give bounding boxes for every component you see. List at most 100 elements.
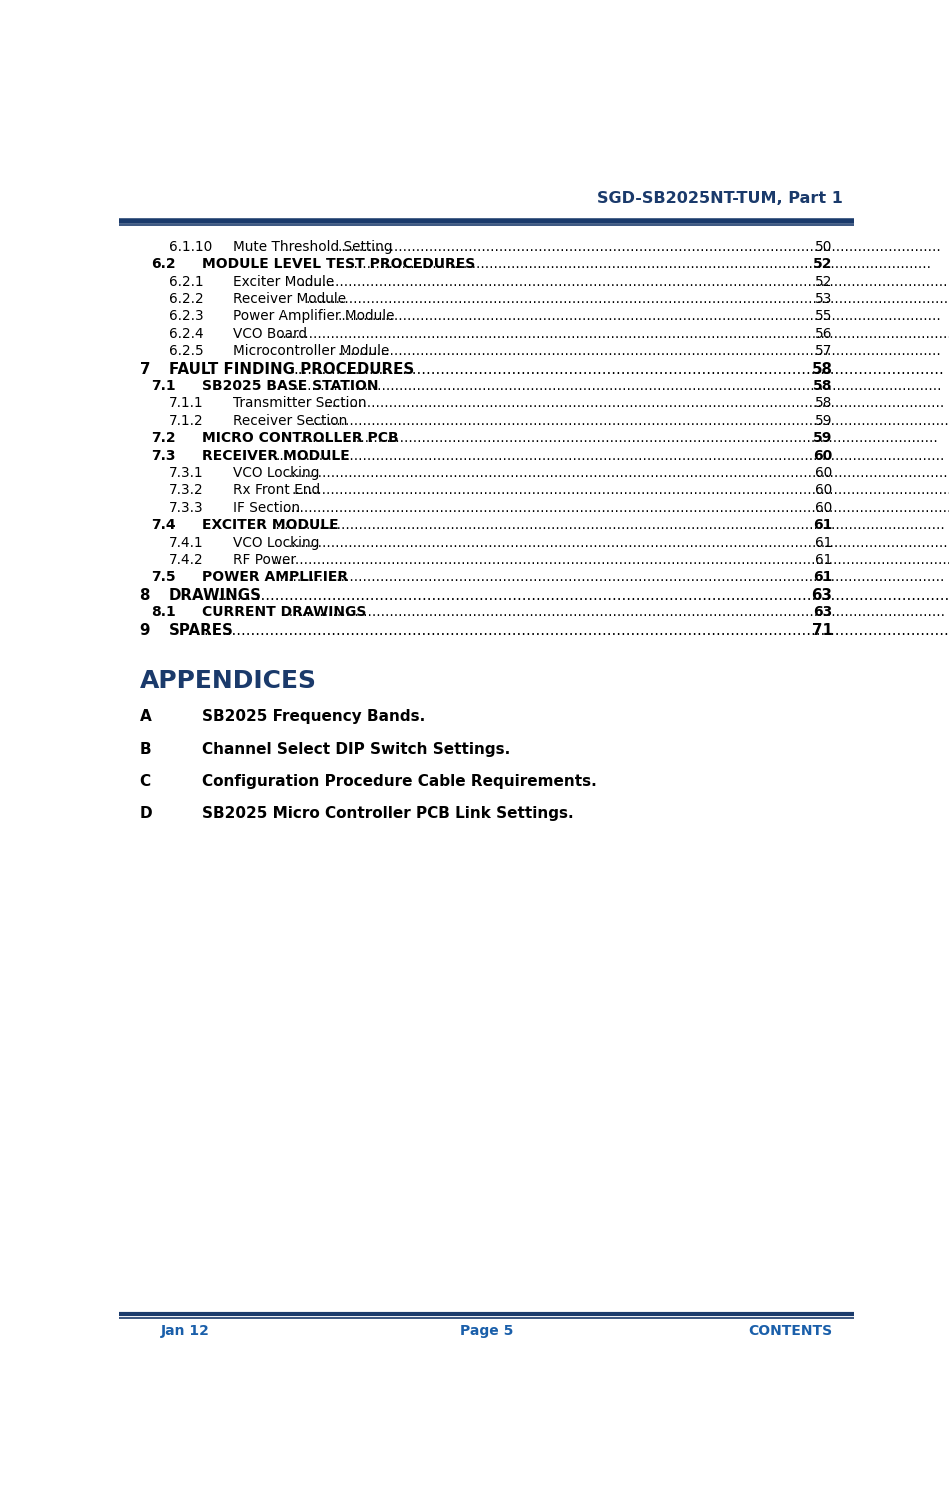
Text: Transmitter Section: Transmitter Section	[233, 396, 367, 411]
Text: ................................................................................: ........................................…	[299, 431, 938, 446]
Text: A: A	[140, 709, 151, 724]
Text: ................................................................................: ........................................…	[306, 292, 949, 307]
Text: 7.4.1: 7.4.1	[169, 536, 204, 550]
Text: 58: 58	[813, 379, 832, 393]
Text: 50: 50	[815, 240, 832, 254]
Text: ................................................................................: ........................................…	[276, 449, 945, 462]
Text: B: B	[140, 742, 151, 757]
Text: SPARES: SPARES	[169, 623, 233, 638]
Text: 61: 61	[813, 518, 832, 532]
Text: ................................................................................: ........................................…	[338, 240, 941, 254]
Text: Power Amplifier Module: Power Amplifier Module	[233, 310, 395, 323]
Text: CONTENTS: CONTENTS	[748, 1324, 832, 1337]
Text: 60: 60	[813, 449, 832, 462]
Text: ................................................................................: ........................................…	[281, 606, 945, 620]
Text: 56: 56	[815, 326, 832, 341]
Text: ................................................................................: ........................................…	[293, 361, 944, 376]
Text: 7.1: 7.1	[151, 379, 176, 393]
Text: 58: 58	[811, 361, 832, 376]
Text: 7.4.2: 7.4.2	[169, 553, 204, 567]
Text: 9: 9	[140, 623, 150, 638]
Text: Channel Select DIP Switch Settings.: Channel Select DIP Switch Settings.	[202, 742, 511, 757]
Text: CURRENT DRAWINGS: CURRENT DRAWINGS	[202, 606, 366, 620]
Text: 63: 63	[811, 588, 832, 603]
Text: ................................................................................: ........................................…	[294, 379, 942, 393]
Text: 6.2.3: 6.2.3	[169, 310, 204, 323]
Text: 55: 55	[815, 310, 832, 323]
Text: ................................................................................: ........................................…	[273, 553, 949, 567]
Text: 71: 71	[811, 623, 832, 638]
Text: 61: 61	[815, 553, 832, 567]
Text: SGD-SB2025NT-TUM, Part 1: SGD-SB2025NT-TUM, Part 1	[597, 190, 843, 205]
Text: MICRO CONTROLLER PCB: MICRO CONTROLLER PCB	[202, 431, 399, 446]
Text: C: C	[140, 774, 151, 789]
Text: ................................................................................: ........................................…	[310, 414, 949, 428]
Text: 60: 60	[815, 484, 832, 497]
Text: ................................................................................: ........................................…	[338, 345, 941, 358]
Text: 6.2.2: 6.2.2	[169, 292, 204, 307]
Text: 52: 52	[813, 257, 832, 272]
Text: DRAWINGS: DRAWINGS	[169, 588, 262, 603]
Text: Configuration Procedure Cable Requirements.: Configuration Procedure Cable Requiremen…	[202, 774, 597, 789]
Text: SB2025 Micro Controller PCB Link Settings.: SB2025 Micro Controller PCB Link Setting…	[202, 807, 574, 822]
Text: ................................................................................: ........................................…	[203, 623, 949, 638]
Text: 7.3: 7.3	[151, 449, 176, 462]
Text: RECEIVER MODULE: RECEIVER MODULE	[202, 449, 350, 462]
Text: 8: 8	[140, 588, 150, 603]
Text: RF Power: RF Power	[233, 553, 296, 567]
Text: ................................................................................: ........................................…	[276, 571, 945, 585]
Text: 7.5: 7.5	[151, 571, 176, 585]
Text: 59: 59	[815, 414, 832, 428]
Text: 7.3.2: 7.3.2	[169, 484, 204, 497]
Text: 58: 58	[815, 396, 832, 411]
Text: 6.2: 6.2	[151, 257, 176, 272]
Text: Rx Front End: Rx Front End	[233, 484, 321, 497]
Text: 52: 52	[815, 275, 832, 289]
Text: 6.2.5: 6.2.5	[169, 345, 204, 358]
Text: 7.4: 7.4	[151, 518, 176, 532]
Text: SB2025 BASE STATION: SB2025 BASE STATION	[202, 379, 379, 393]
Text: 60: 60	[815, 500, 832, 515]
Text: VCO Locking: VCO Locking	[233, 536, 320, 550]
Text: ................................................................................: ........................................…	[288, 465, 949, 480]
Text: Mute Threshold Setting: Mute Threshold Setting	[233, 240, 393, 254]
Text: D: D	[140, 807, 152, 822]
Text: 7: 7	[140, 361, 150, 376]
Text: 63: 63	[813, 606, 832, 620]
Text: ................................................................................: ........................................…	[271, 518, 945, 532]
Text: 60: 60	[815, 465, 832, 480]
Text: ................................................................................: ........................................…	[283, 500, 949, 515]
Text: Microcontroller Module: Microcontroller Module	[233, 345, 390, 358]
Text: VCO Locking: VCO Locking	[233, 465, 320, 480]
Text: VCO Board: VCO Board	[233, 326, 307, 341]
Text: SB2025 Frequency Bands.: SB2025 Frequency Bands.	[202, 709, 425, 724]
Text: 61: 61	[815, 536, 832, 550]
Text: 7.1.2: 7.1.2	[169, 414, 204, 428]
Text: 53: 53	[815, 292, 832, 307]
Text: ................................................................................: ........................................…	[278, 326, 949, 341]
Text: 6.2.4: 6.2.4	[169, 326, 204, 341]
Text: FAULT FINDING PROCEDURES: FAULT FINDING PROCEDURES	[169, 361, 415, 376]
Text: Receiver Module: Receiver Module	[233, 292, 346, 307]
Text: ................................................................................: ........................................…	[214, 588, 949, 603]
Text: Page 5: Page 5	[459, 1324, 513, 1337]
Text: 6.2.1: 6.2.1	[169, 275, 204, 289]
Text: ................................................................................: ........................................…	[292, 484, 949, 497]
Text: MODULE LEVEL TEST PROCEDURES: MODULE LEVEL TEST PROCEDURES	[202, 257, 475, 272]
Text: 7.1.1: 7.1.1	[169, 396, 204, 411]
Text: ................................................................................: ........................................…	[301, 275, 949, 289]
Text: 61: 61	[813, 571, 832, 585]
Text: IF Section: IF Section	[233, 500, 301, 515]
Text: EXCITER MODULE: EXCITER MODULE	[202, 518, 339, 532]
Text: 7.3.1: 7.3.1	[169, 465, 204, 480]
Text: ................................................................................: ........................................…	[338, 310, 941, 323]
Text: 6.1.10: 6.1.10	[169, 240, 213, 254]
Text: 8.1: 8.1	[151, 606, 176, 620]
Text: 57: 57	[815, 345, 832, 358]
Text: POWER AMPLIFIER: POWER AMPLIFIER	[202, 571, 348, 585]
Text: Jan 12: Jan 12	[161, 1324, 210, 1337]
Text: ................................................................................: ........................................…	[336, 257, 931, 272]
Text: ................................................................................: ........................................…	[324, 396, 945, 411]
Text: APPENDICES: APPENDICES	[140, 669, 317, 694]
Text: Receiver Section: Receiver Section	[233, 414, 347, 428]
